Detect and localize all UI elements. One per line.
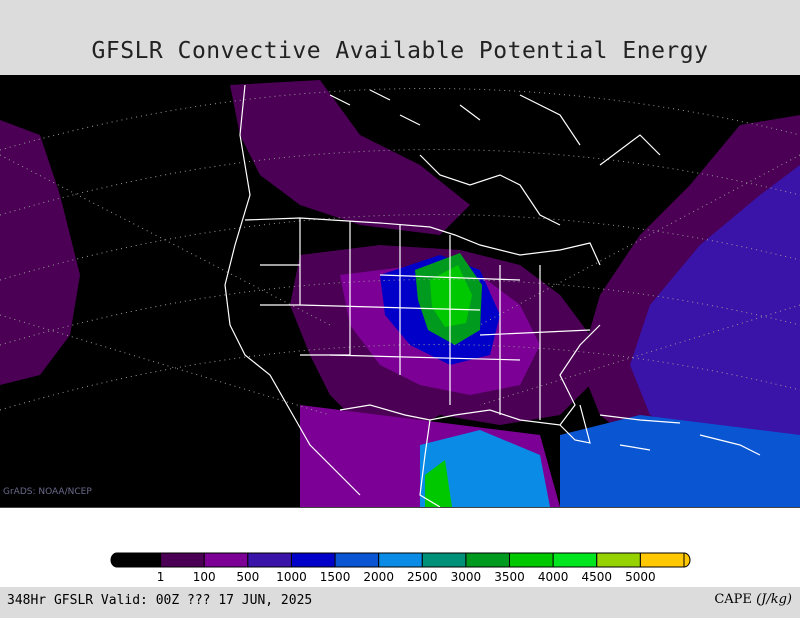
latitude-line [0, 88, 800, 151]
longitude-line [479, 154, 800, 326]
legend-swatch [203, 552, 249, 568]
north-america-coastline [224, 84, 361, 496]
legend-level-label: 1000 [276, 570, 307, 584]
legend-swatch [596, 552, 641, 568]
florida-coastline [559, 404, 591, 444]
state-line [479, 329, 591, 336]
caribbean-islands [599, 414, 761, 456]
legend-level-label: 4000 [537, 570, 569, 584]
legend-swatch [465, 552, 511, 568]
mexico-coastline [419, 419, 441, 507]
gulf-peak-cape-region [425, 460, 452, 507]
state-line [379, 274, 521, 281]
legend-swatch [421, 552, 467, 568]
legend-level-label: 500 [236, 570, 260, 584]
canadian-islands [329, 89, 661, 166]
legend-swatch [290, 552, 336, 568]
footer-bar: 348Hr GFSLR Valid: 00Z ??? 17 JUN, 2025 … [0, 587, 800, 618]
graticule [0, 88, 800, 416]
map-title: GFSLR Convective Available Potential Ene… [91, 38, 709, 64]
pacific-low-cape-region [0, 120, 80, 385]
units-variable: CAPE [714, 592, 752, 607]
atlantic-moderate-cape-region [630, 165, 800, 455]
legend-level-label: 4500 [581, 570, 613, 584]
hudson-bay-coastline [419, 154, 561, 226]
legend-level-label: 3000 [450, 570, 482, 584]
legend-level-label: 2500 [407, 570, 438, 584]
gulf-coastline [339, 324, 601, 426]
title-bar: GFSLR Convective Available Potential Ene… [0, 0, 800, 75]
longitude-line [0, 154, 331, 326]
gulf-high-cape-region [420, 430, 550, 507]
longitude-line [479, 304, 800, 406]
legend-swatch [160, 552, 205, 568]
legend-level-label: 5000 [625, 570, 656, 584]
state-line [329, 354, 521, 361]
legend-swatch [639, 552, 685, 568]
valid-time-text: 348Hr GFSLR Valid: 00Z ??? 17 JUN, 2025 [7, 593, 313, 608]
plains-core-cape-region [430, 265, 472, 327]
legend-swatch [334, 552, 380, 568]
legend-level-label: 100 [192, 570, 216, 584]
map-canvas [0, 80, 800, 507]
legend-level-label: 1500 [319, 570, 351, 584]
legend-swatch [552, 552, 598, 568]
cape-map: GrADS: NOAA/NCEP [0, 75, 800, 508]
boundaries [224, 84, 761, 507]
legend-swatch [509, 552, 554, 568]
legend-level-label: 3500 [494, 570, 525, 584]
legend-swatch [247, 552, 292, 568]
units-label: CAPE (J/kg) [714, 592, 792, 607]
units-value: (J/kg) [756, 592, 792, 607]
legend-level-label: 2000 [363, 570, 394, 584]
cape-field [0, 80, 800, 507]
us-canada-border [244, 217, 601, 266]
legend-swatch [378, 552, 423, 568]
legend-swatch [116, 552, 162, 568]
legend-bar [110, 552, 691, 568]
western-canada-cape-region [230, 80, 470, 235]
caribbean-cape-region [560, 415, 800, 507]
map-credit: GrADS: NOAA/NCEP [3, 487, 92, 497]
legend-level-label: 1 [156, 570, 165, 584]
color-legend: 1 100 500 1000 1500 2000 2500 3000 3500 4000 4500 5… [0, 547, 800, 587]
